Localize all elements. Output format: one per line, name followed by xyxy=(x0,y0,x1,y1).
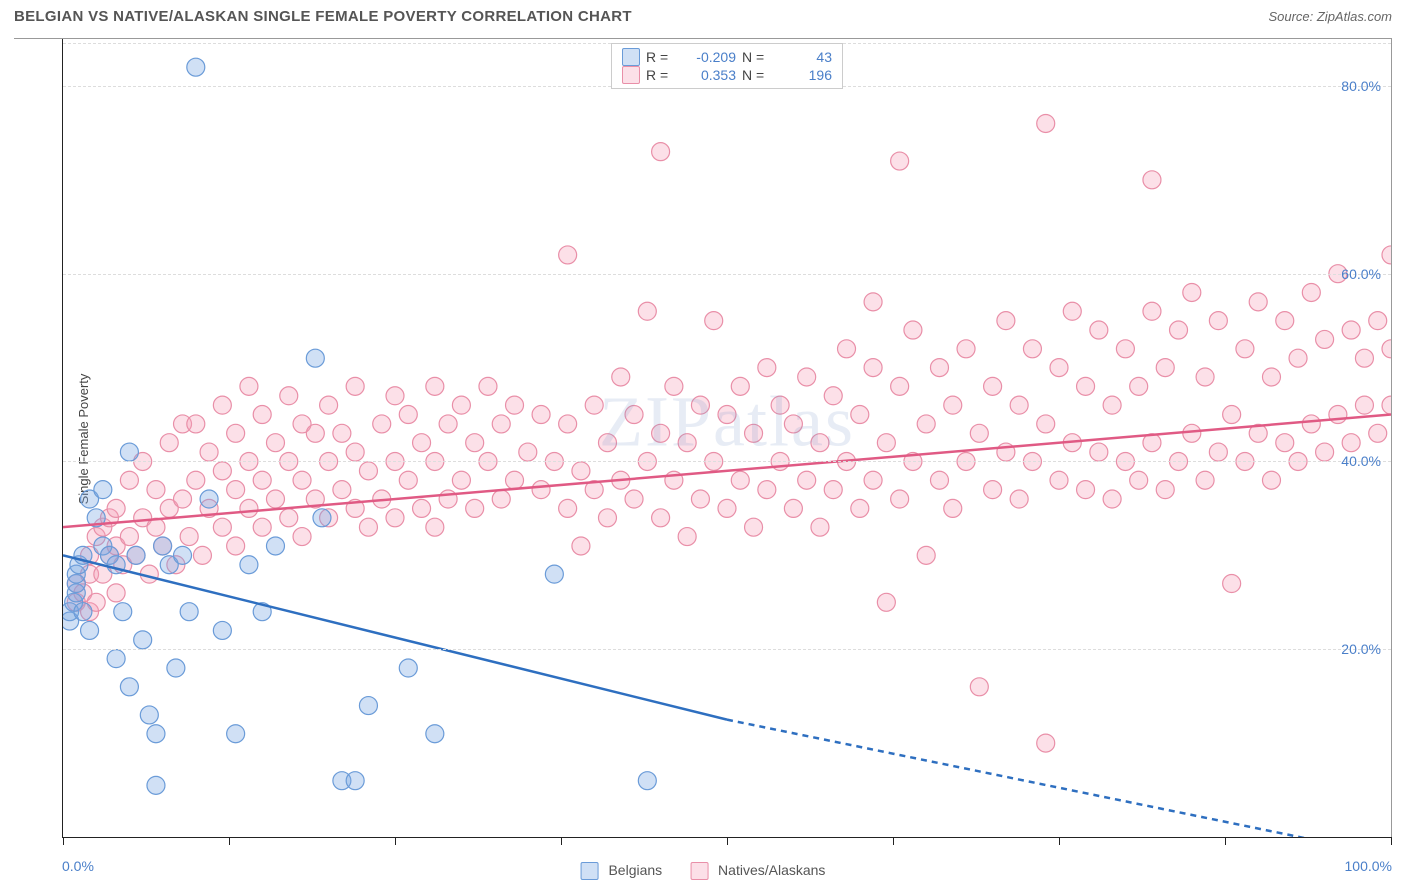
x-axis-max-label: 100.0% xyxy=(1345,858,1392,874)
x-tick xyxy=(63,837,64,845)
grid-line xyxy=(63,649,1391,650)
legend-swatch-belgians xyxy=(581,862,599,880)
stat-row-belgians: R = -0.209 N = 43 xyxy=(622,48,832,66)
y-tick-label: 80.0% xyxy=(1341,78,1381,94)
stat-r-label: R = xyxy=(646,49,674,65)
legend-item-belgians: Belgians xyxy=(581,862,663,880)
source-attribution: Source: ZipAtlas.com xyxy=(1268,9,1392,24)
grid-line xyxy=(63,274,1391,275)
x-tick xyxy=(1059,837,1060,845)
trend-line xyxy=(63,555,727,719)
plot-area: ZIPatlas R = -0.209 N = 43 R = 0.353 N =… xyxy=(62,39,1391,838)
x-axis-min-label: 0.0% xyxy=(62,858,94,874)
stat-r-label: R = xyxy=(646,67,674,83)
y-tick-label: 60.0% xyxy=(1341,266,1381,282)
x-tick xyxy=(561,837,562,845)
trend-lines-svg xyxy=(63,39,1391,837)
correlation-stats-box: R = -0.209 N = 43 R = 0.353 N = 196 xyxy=(611,43,843,89)
stat-n-value-natives: 196 xyxy=(776,67,832,83)
stat-n-label: N = xyxy=(742,49,770,65)
chart-container: Single Female Poverty ZIPatlas R = -0.20… xyxy=(14,38,1392,838)
stat-r-value-belgians: -0.209 xyxy=(680,49,736,65)
legend-label-natives: Natives/Alaskans xyxy=(718,862,825,878)
x-tick xyxy=(893,837,894,845)
trend-line xyxy=(727,720,1391,837)
chart-title: BELGIAN VS NATIVE/ALASKAN SINGLE FEMALE … xyxy=(14,8,632,25)
x-tick xyxy=(229,837,230,845)
stat-n-value-belgians: 43 xyxy=(776,49,832,65)
swatch-belgians xyxy=(622,48,640,66)
legend: Belgians Natives/Alaskans xyxy=(581,862,826,880)
legend-swatch-natives xyxy=(690,862,708,880)
grid-line xyxy=(63,461,1391,462)
x-tick xyxy=(1225,837,1226,845)
legend-item-natives: Natives/Alaskans xyxy=(690,862,825,880)
stat-n-label: N = xyxy=(742,67,770,83)
trend-line xyxy=(63,415,1391,528)
stat-row-natives: R = 0.353 N = 196 xyxy=(622,66,832,84)
legend-label-belgians: Belgians xyxy=(608,862,662,878)
y-tick-label: 40.0% xyxy=(1341,453,1381,469)
stat-r-value-natives: 0.353 xyxy=(680,67,736,83)
swatch-natives xyxy=(622,66,640,84)
x-tick xyxy=(1391,837,1392,845)
x-tick xyxy=(727,837,728,845)
y-tick-label: 20.0% xyxy=(1341,641,1381,657)
x-tick xyxy=(395,837,396,845)
